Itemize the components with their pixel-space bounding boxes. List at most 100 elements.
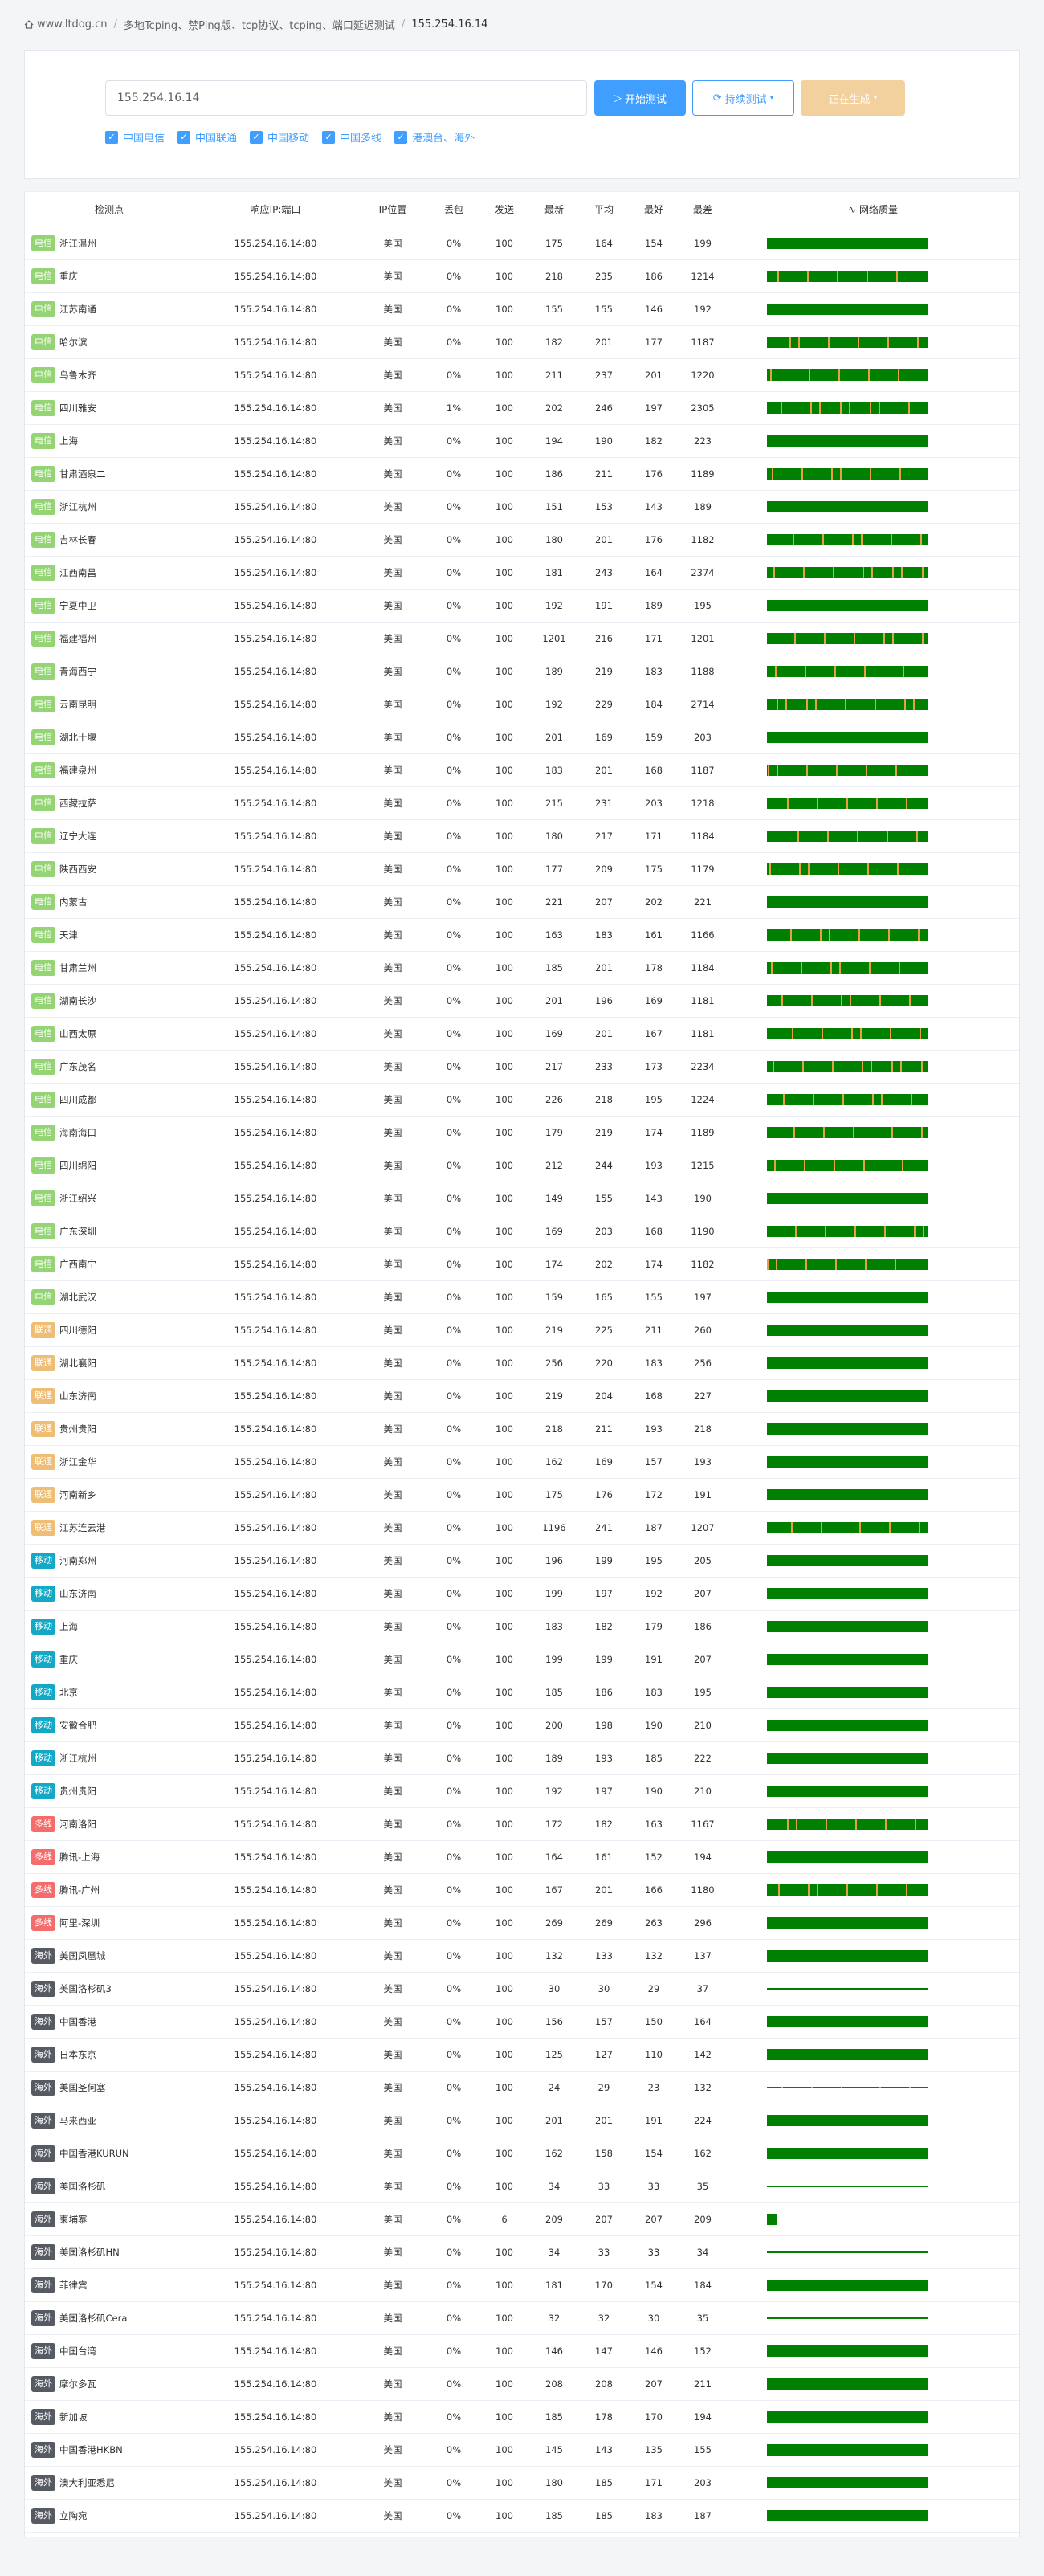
table-row[interactable]: 海外 美国洛杉矶Cera 155.254.16.14:80 美国 0% 100 32 32 30… (25, 2302, 1019, 2335)
table-row[interactable]: 海外 美国凤凰城 155.254.16.14:80 美国 0% 100 132 133 132 1… (25, 1940, 1019, 1973)
checkbox-label: 港澳台、海外 (412, 133, 475, 145)
table-row[interactable]: 移动 贵州贵阳 155.254.16.14:80 美国 0% 100 192 197 190 21… (25, 1775, 1019, 1808)
table-row[interactable]: 海外 中国香港KURUN 155.254.16.14:80 美国 0% 100 162 158… (25, 2137, 1019, 2170)
home-icon[interactable] (24, 19, 34, 29)
table-row[interactable]: 移动 河南郑州 155.254.16.14:80 美国 0% 100 196 199 195 20… (25, 1545, 1019, 1578)
table-row[interactable]: 海外 柬埔寨 155.254.16.14:80 美国 0% 6 209 207 207 209 (25, 2203, 1019, 2236)
table-row[interactable]: 移动 上海 155.254.16.14:80 美国 0% 100 183 182 179 186 (25, 1611, 1019, 1643)
table-row[interactable]: 海外 美国圣何塞 155.254.16.14:80 美国 0% 100 24 29 23 132 (25, 2072, 1019, 2104)
table-row[interactable]: 电信 哈尔滨 155.254.16.14:80 美国 0% 100 182 201 177 118… (25, 326, 1019, 359)
table-row[interactable]: 电信 广西南宁 155.254.16.14:80 美国 0% 100 174 202 174 11… (25, 1248, 1019, 1281)
latency-spike (866, 765, 867, 776)
table-row[interactable]: 多线 腾讯-上海 155.254.16.14:80 美国 0% 100 164 161 152 1… (25, 1841, 1019, 1874)
table-row[interactable]: 电信 吉林长春 155.254.16.14:80 美国 0% 100 180 201 176 11… (25, 524, 1019, 557)
table-row[interactable]: 多线 河南洛阳 155.254.16.14:80 美国 0% 100 172 182 163 11… (25, 1808, 1019, 1841)
table-row[interactable]: 电信 湖北武汉 155.254.16.14:80 美国 0% 100 159 165 155 19… (25, 1281, 1019, 1314)
breadcrumb-site[interactable]: www.ltdog.cn (37, 18, 108, 31)
table-row[interactable]: 海外 美国洛杉矶 155.254.16.14:80 美国 0% 100 34 33 33 35 (25, 2170, 1019, 2203)
worst-cell: 210 (694, 1720, 712, 1731)
table-row[interactable]: 海外 日本东京 155.254.16.14:80 美国 0% 100 125 127 110 14… (25, 2039, 1019, 2072)
quality-bar (767, 732, 928, 743)
table-row[interactable]: 电信 陕西西安 155.254.16.14:80 美国 0% 100 177 209 175 11… (25, 853, 1019, 886)
table-row[interactable]: 联通 江苏连云港 155.254.16.14:80 美国 0% 100 1196 241 187… (25, 1512, 1019, 1545)
checkbox-mobile[interactable]: ✓ 中国移动 (250, 129, 309, 145)
table-row[interactable]: 海外 摩尔多瓦 155.254.16.14:80 美国 0% 100 208 208 207 21… (25, 2368, 1019, 2401)
table-row[interactable]: 电信 天津 155.254.16.14:80 美国 0% 100 163 183 161 1166 (25, 919, 1019, 952)
table-row[interactable]: 电信 宁夏中卫 155.254.16.14:80 美国 0% 100 192 191 189 19… (25, 590, 1019, 623)
table-row[interactable]: 电信 辽宁大连 155.254.16.14:80 美国 0% 100 180 217 171 11… (25, 820, 1019, 853)
table-row[interactable]: 联通 河南新乡 155.254.16.14:80 美国 0% 100 175 176 172 19… (25, 1479, 1019, 1512)
node-name: 中国香港KURUN (59, 2148, 129, 2159)
worst-cell: 186 (694, 1621, 712, 1632)
table-row[interactable]: 移动 山东济南 155.254.16.14:80 美国 0% 100 199 197 192 20… (25, 1578, 1019, 1611)
breadcrumb-section[interactable]: 多地Tcping、禁Ping版、tcp协议、tcping、端口延迟测试 (123, 19, 395, 32)
table-row[interactable]: 海外 立陶宛 155.254.16.14:80 美国 0% 100 185 185 183 187 (25, 2500, 1019, 2533)
table-row[interactable]: 电信 湖南长沙 155.254.16.14:80 美国 0% 100 201 196 169 11… (25, 985, 1019, 1018)
latency-spike (807, 271, 809, 282)
table-row[interactable]: 电信 江苏南通 155.254.16.14:80 美国 0% 100 155 155 146 19… (25, 293, 1019, 326)
table-row[interactable]: 电信 福建泉州 155.254.16.14:80 美国 0% 100 183 201 168 11… (25, 754, 1019, 787)
checkbox-label: 中国电信 (123, 133, 165, 145)
table-row[interactable]: 海外 中国台湾 155.254.16.14:80 美国 0% 100 146 147 146 15… (25, 2335, 1019, 2368)
table-row[interactable]: 电信 浙江绍兴 155.254.16.14:80 美国 0% 100 149 155 143 19… (25, 1182, 1019, 1215)
ip-input[interactable]: 155.254.16.14 (105, 80, 587, 116)
table-row[interactable]: 移动 北京 155.254.16.14:80 美国 0% 100 185 186 183 195 (25, 1676, 1019, 1709)
checkbox-overseas[interactable]: ✓ 港澳台、海外 (394, 129, 475, 145)
quality-bar (767, 1753, 928, 1764)
table-row[interactable]: 海外 新加坡 155.254.16.14:80 美国 0% 100 185 178 170 194 (25, 2401, 1019, 2434)
quality-bar (767, 1357, 928, 1369)
table-row[interactable]: 海外 中国香港 155.254.16.14:80 美国 0% 100 156 157 150 16… (25, 2006, 1019, 2039)
table-row[interactable]: 电信 江西南昌 155.254.16.14:80 美国 0% 100 181 243 164 23… (25, 557, 1019, 590)
table-row[interactable]: 电信 云南昆明 155.254.16.14:80 美国 0% 100 192 229 184 27… (25, 688, 1019, 721)
table-row[interactable]: 海外 美国洛杉矶HN 155.254.16.14:80 美国 0% 100 34 33 33 34 (25, 2236, 1019, 2269)
table-row[interactable]: 电信 广东深圳 155.254.16.14:80 美国 0% 100 169 203 168 11… (25, 1215, 1019, 1248)
table-row[interactable]: 海外 澳大利亚悉尼 155.254.16.14:80 美国 0% 100 180 185 171… (25, 2467, 1019, 2500)
node-cell: 海外 澳大利亚悉尼 (25, 2475, 194, 2491)
node-cell: 电信 乌鲁木齐 (25, 367, 194, 383)
worst-cell: 207 (694, 1588, 712, 1599)
table-row[interactable]: 海外 菲律宾 155.254.16.14:80 美国 0% 100 181 170 154 184 (25, 2269, 1019, 2302)
start-test-button[interactable]: ▷ 开始测试 (594, 80, 686, 116)
continuous-test-button[interactable]: ⟳ 持续测试 ▾ (692, 80, 794, 116)
table-row[interactable]: 电信 福建福州 155.254.16.14:80 美国 0% 100 1201 216 171 1… (25, 623, 1019, 655)
table-row[interactable]: 电信 山西太原 155.254.16.14:80 美国 0% 100 169 201 167 11… (25, 1018, 1019, 1051)
table-row[interactable]: 电信 海南海口 155.254.16.14:80 美国 0% 100 179 219 174 11… (25, 1117, 1019, 1149)
generating-button[interactable]: 正在生成 ▾ (801, 80, 905, 116)
table-row[interactable]: 电信 西藏拉萨 155.254.16.14:80 美国 0% 100 215 231 203 12… (25, 787, 1019, 820)
checkbox-telecom[interactable]: ✓ 中国电信 (105, 129, 165, 145)
table-row[interactable]: 联通 四川德阳 155.254.16.14:80 美国 0% 100 219 225 211 26… (25, 1314, 1019, 1347)
average-cell: 237 (595, 369, 613, 381)
table-row[interactable]: 电信 广东茂名 155.254.16.14:80 美国 0% 100 217 233 173 22… (25, 1051, 1019, 1084)
quality-cell (727, 2214, 1019, 2225)
table-row[interactable]: 海外 马来西亚 155.254.16.14:80 美国 0% 100 201 201 191 22… (25, 2104, 1019, 2137)
checkbox-multiline[interactable]: ✓ 中国多线 (322, 129, 381, 145)
table-row[interactable]: 电信 重庆 155.254.16.14:80 美国 0% 100 218 235 186 1214 (25, 260, 1019, 293)
table-row[interactable]: 移动 浙江杭州 155.254.16.14:80 美国 0% 100 189 193 185 22… (25, 1742, 1019, 1775)
worst-cell: 224 (694, 2115, 712, 2126)
table-row[interactable]: 电信 内蒙古 155.254.16.14:80 美国 0% 100 221 207 202 221 (25, 886, 1019, 919)
table-row[interactable]: 联通 湖北襄阳 155.254.16.14:80 美国 0% 100 256 220 183 25… (25, 1347, 1019, 1380)
table-row[interactable]: 电信 浙江温州 155.254.16.14:80 美国 0% 100 175 164 154 19… (25, 227, 1019, 260)
table-row[interactable]: 电信 上海 155.254.16.14:80 美国 0% 100 194 190 182 223 (25, 425, 1019, 458)
table-row[interactable]: 电信 甘肃酒泉二 155.254.16.14:80 美国 0% 100 186 211 176 1… (25, 458, 1019, 491)
table-row[interactable]: 多线 腾讯-广州 155.254.16.14:80 美国 0% 100 167 201 166 1… (25, 1874, 1019, 1907)
table-row[interactable]: 海外 中国香港HKBN 155.254.16.14:80 美国 0% 100 145 143 1… (25, 2434, 1019, 2467)
table-row[interactable]: 电信 四川绵阳 155.254.16.14:80 美国 0% 100 212 244 193 12… (25, 1149, 1019, 1182)
table-row[interactable]: 联通 山东济南 155.254.16.14:80 美国 0% 100 219 204 168 22… (25, 1380, 1019, 1413)
table-row[interactable]: 电信 四川成都 155.254.16.14:80 美国 0% 100 226 218 195 12… (25, 1084, 1019, 1117)
table-row[interactable]: 电信 乌鲁木齐 155.254.16.14:80 美国 0% 100 211 237 201 12… (25, 359, 1019, 392)
table-row[interactable]: 电信 浙江杭州 155.254.16.14:80 美国 0% 100 151 153 143 18… (25, 491, 1019, 524)
table-row[interactable]: 电信 甘肃兰州 155.254.16.14:80 美国 0% 100 185 201 178 11… (25, 952, 1019, 985)
table-row[interactable]: 电信 湖北十堰 155.254.16.14:80 美国 0% 100 201 169 159 20… (25, 721, 1019, 754)
table-row[interactable]: 多线 阿里-深圳 155.254.16.14:80 美国 0% 100 269 269 263 2… (25, 1907, 1019, 1940)
checkbox-unicom[interactable]: ✓ 中国联通 (177, 129, 237, 145)
table-row[interactable]: 联通 贵州贵阳 155.254.16.14:80 美国 0% 100 218 211 193 21… (25, 1413, 1019, 1446)
table-row[interactable]: 电信 青海西宁 155.254.16.14:80 美国 0% 100 189 219 183 11… (25, 655, 1019, 688)
table-row[interactable]: 电信 四川雅安 155.254.16.14:80 美国 1% 100 202 246 197 23… (25, 392, 1019, 425)
table-row[interactable]: 移动 安徽合肥 155.254.16.14:80 美国 0% 100 200 198 190 21… (25, 1709, 1019, 1742)
table-row[interactable]: 移动 重庆 155.254.16.14:80 美国 0% 100 199 199 191 207 (25, 1643, 1019, 1676)
quality-bar (767, 2510, 928, 2521)
table-row[interactable]: 海外 美国洛杉矶3 155.254.16.14:80 美国 0% 100 30 30 29 37 (25, 1973, 1019, 2006)
quality-bar (767, 1423, 928, 1435)
table-row[interactable]: 联通 浙江金华 155.254.16.14:80 美国 0% 100 162 169 157 19… (25, 1446, 1019, 1479)
